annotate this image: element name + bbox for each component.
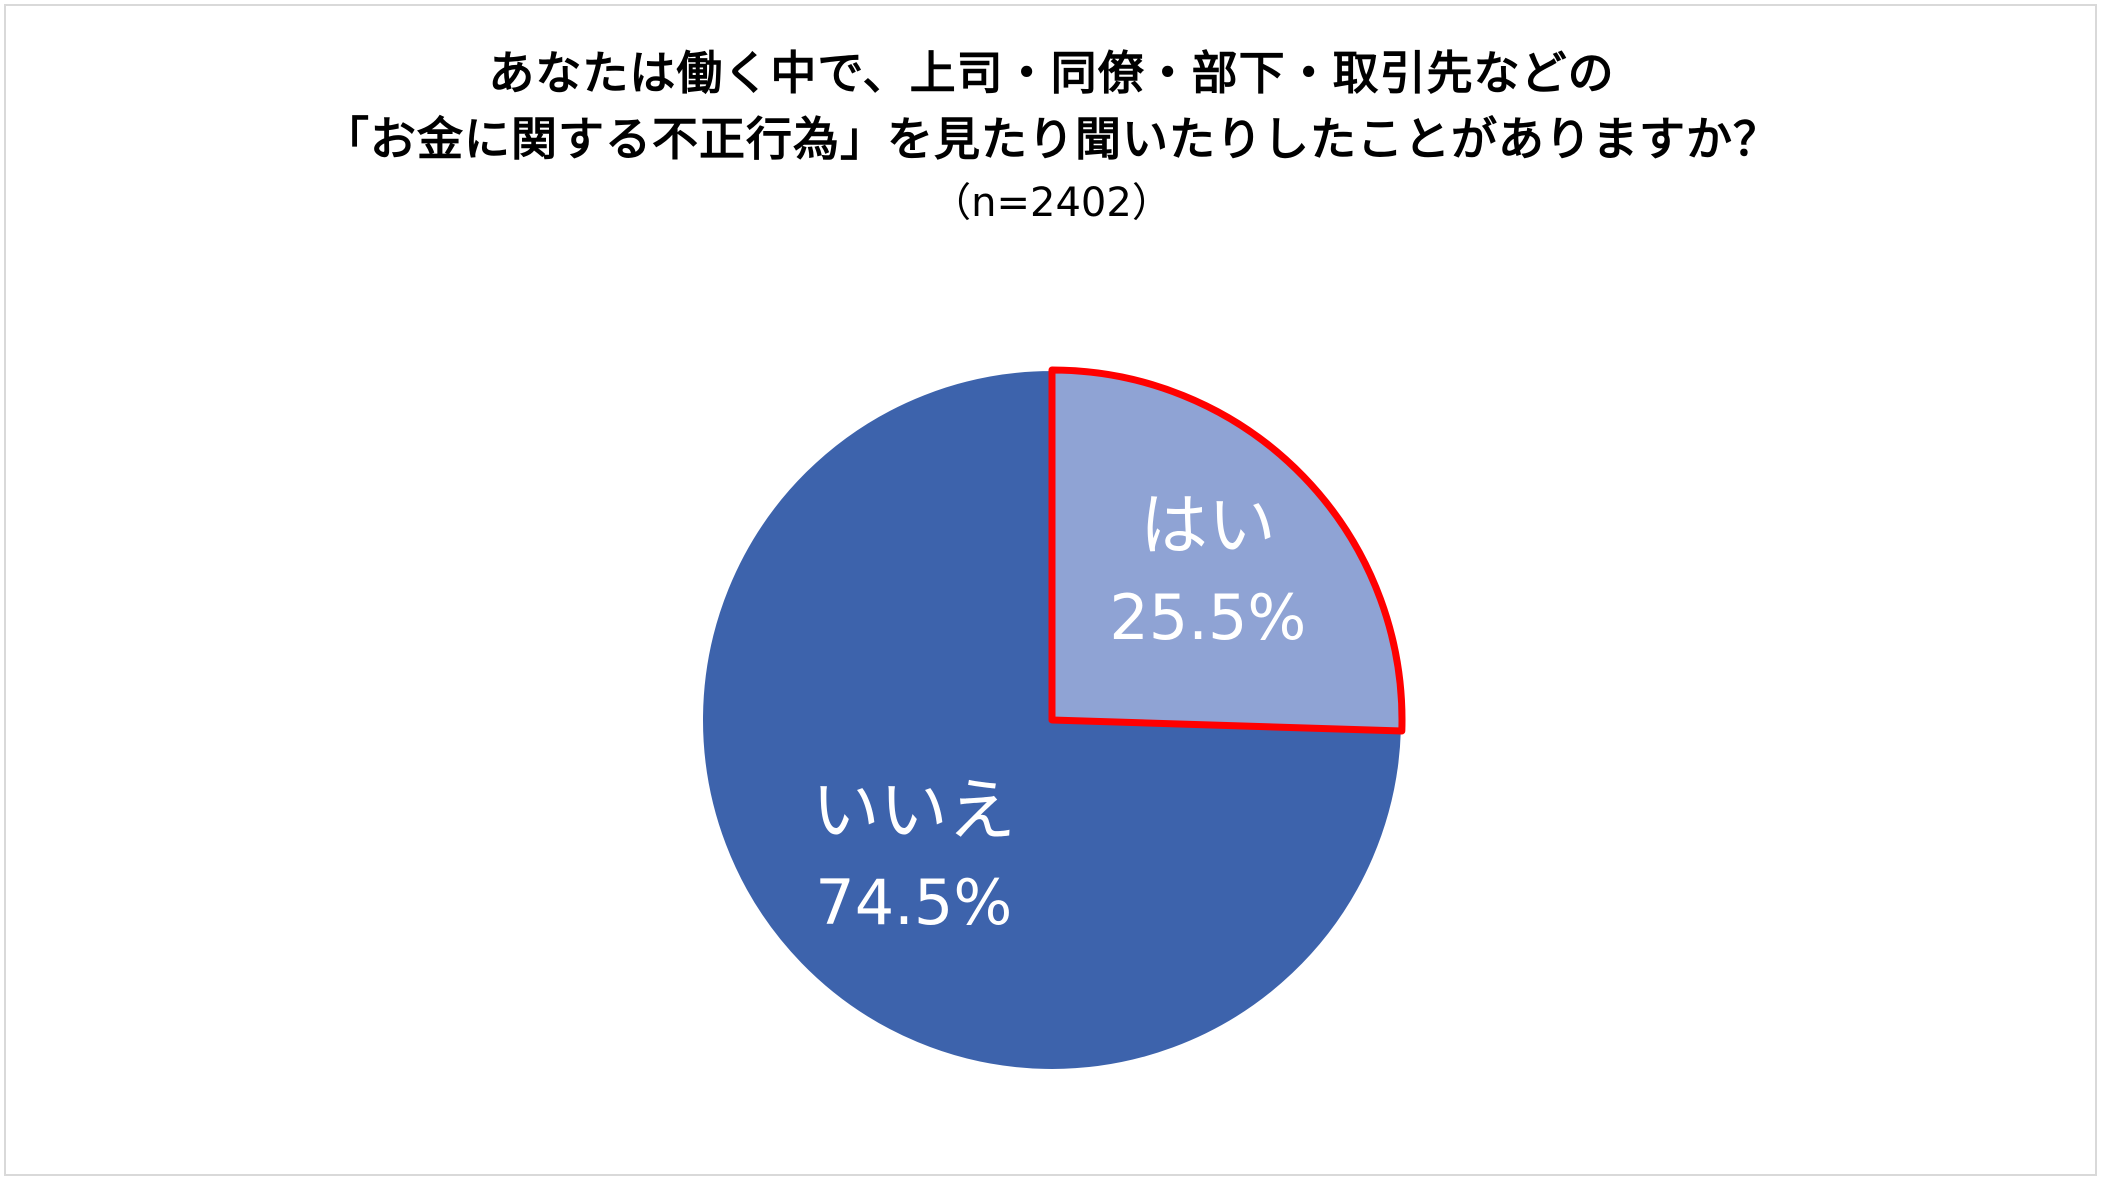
pie-slice-1 [1048, 366, 1406, 735]
slice-label-1: はい [1140, 487, 1276, 566]
slice-value-label-1: 25.5% [1109, 581, 1306, 654]
slice-value-label-2: 74.5% [815, 866, 1012, 939]
chart-title-line-2: 「お金に関する不正行為」を見たり聞いたりしたことがありますか？ [323, 112, 1780, 166]
slice-label-2: いいえ [812, 772, 1016, 851]
chart-title-block: あなたは働く中で、上司・同僚・部下・取引先などの 「お金に関する不正行為」を見た… [0, 40, 2103, 232]
pie-labels: はい 25.5% いいえ 74.5% [812, 487, 1307, 939]
chart-subtitle: （n=2402） [931, 180, 1172, 226]
pie-slices [701, 366, 1406, 1071]
chart-title-line-1: あなたは働く中で、上司・同僚・部下・取引先などの [488, 46, 1615, 100]
